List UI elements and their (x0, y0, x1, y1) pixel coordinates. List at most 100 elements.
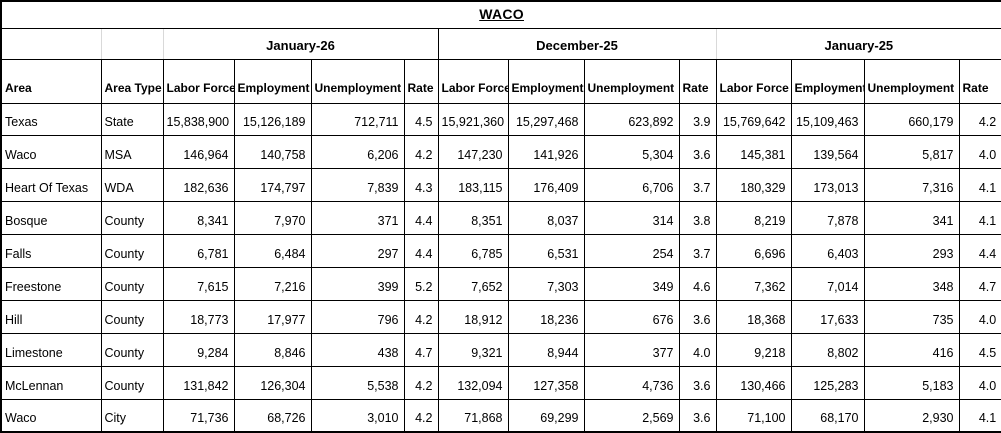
cell-rate: 3.6 (678, 135, 717, 170)
cell-rate: 3.8 (678, 201, 717, 236)
cell-rate: 4.7 (403, 332, 439, 367)
cell-employment: 126,304 (233, 365, 312, 400)
cell-labor-force: 7,615 (162, 266, 235, 301)
cell-rate: 4.0 (958, 135, 1001, 170)
table-row: Bosque County 8,341 7,970 371 4.4 8,351 8,037 31… (0, 201, 1001, 236)
cell-rate: 3.6 (678, 398, 717, 433)
table-title: WACO (479, 5, 524, 22)
cell-labor-force: 8,219 (715, 201, 792, 236)
cell-labor-force: 15,921,360 (437, 102, 509, 137)
month-header-row: January-26 December-25 January-25 (1, 27, 1001, 60)
month-header-january-25: January-25 (715, 27, 1001, 60)
cell-rate: 4.2 (403, 365, 439, 400)
cell-rate: 4.5 (403, 102, 439, 137)
cell-employment: 69,299 (507, 398, 585, 433)
cell-unemployment: 5,183 (863, 365, 960, 400)
cell-rate: 4.5 (958, 332, 1001, 367)
cell-unemployment: 293 (863, 234, 960, 268)
cell-employment: 18,236 (507, 299, 585, 334)
cell-unemployment: 2,930 (863, 398, 960, 433)
cell-area-type: State (100, 102, 164, 137)
cell-labor-force: 9,284 (162, 332, 235, 367)
cell-area-type: County (100, 365, 164, 400)
cell-area: Waco (0, 398, 102, 433)
table-row: Waco MSA 146,964 140,758 6,206 4.2 147,230 141,… (0, 135, 1001, 170)
cell-labor-force: 182,636 (162, 168, 235, 203)
col-header-area-type: Area Type (100, 58, 164, 104)
cell-area: Waco (0, 135, 102, 170)
cell-employment: 7,970 (233, 201, 312, 236)
cell-labor-force: 6,785 (437, 234, 509, 268)
cell-unemployment: 5,304 (583, 135, 680, 170)
table-row: Texas State 15,838,900 15,126,189 712,711 4.5… (0, 102, 1001, 137)
cell-rate: 4.2 (958, 102, 1001, 137)
cell-employment: 174,797 (233, 168, 312, 203)
col-header-employment: Employment (233, 58, 312, 104)
cell-labor-force: 15,769,642 (715, 102, 792, 137)
cell-labor-force: 7,652 (437, 266, 509, 301)
cell-rate: 4.7 (958, 266, 1001, 301)
cell-labor-force: 130,466 (715, 365, 792, 400)
cell-employment: 176,409 (507, 168, 585, 203)
col-header-area: Area (0, 58, 102, 104)
cell-area-type: WDA (100, 168, 164, 203)
cell-labor-force: 131,842 (162, 365, 235, 400)
cell-area: Freestone (0, 266, 102, 301)
cell-employment: 15,126,189 (233, 102, 312, 137)
table-body: Texas State 15,838,900 15,126,189 712,711 4.5… (0, 102, 1001, 433)
cell-unemployment: 712,711 (310, 102, 405, 137)
table-row: Heart Of Texas WDA 182,636 174,797 7,839 4.3 1… (0, 168, 1001, 203)
cell-area: Falls (0, 234, 102, 268)
cell-employment: 8,037 (507, 201, 585, 236)
cell-labor-force: 145,381 (715, 135, 792, 170)
cell-employment: 15,109,463 (790, 102, 865, 137)
cell-rate: 4.2 (403, 299, 439, 334)
cell-unemployment: 6,206 (310, 135, 405, 170)
cell-employment: 15,297,468 (507, 102, 585, 137)
cell-area-type: MSA (100, 135, 164, 170)
cell-employment: 8,944 (507, 332, 585, 367)
cell-unemployment: 735 (863, 299, 960, 334)
cell-labor-force: 8,341 (162, 201, 235, 236)
cell-employment: 8,802 (790, 332, 865, 367)
cell-employment: 7,014 (790, 266, 865, 301)
cell-labor-force: 6,781 (162, 234, 235, 268)
cell-employment: 140,758 (233, 135, 312, 170)
col-header-unemployment: Unemployment (863, 58, 960, 104)
column-header-row: Area Area Type Labor Force Employment Unem… (0, 58, 1001, 104)
cell-rate: 4.1 (958, 168, 1001, 203)
cell-rate: 4.2 (403, 398, 439, 433)
cell-rate: 4.1 (958, 201, 1001, 236)
cell-unemployment: 623,892 (583, 102, 680, 137)
cell-labor-force: 71,100 (715, 398, 792, 433)
cell-employment: 17,977 (233, 299, 312, 334)
cell-labor-force: 132,094 (437, 365, 509, 400)
cell-area: Hill (0, 299, 102, 334)
cell-employment: 7,303 (507, 266, 585, 301)
cell-labor-force: 9,321 (437, 332, 509, 367)
cell-employment: 141,926 (507, 135, 585, 170)
cell-area-type: County (100, 201, 164, 236)
cell-unemployment: 660,179 (863, 102, 960, 137)
cell-employment: 6,484 (233, 234, 312, 268)
month-row-spacer-area (1, 27, 102, 60)
cell-unemployment: 7,839 (310, 168, 405, 203)
cell-employment: 6,403 (790, 234, 865, 268)
col-header-unemployment: Unemployment (583, 58, 680, 104)
cell-employment: 7,216 (233, 266, 312, 301)
table-row: Hill County 18,773 17,977 796 4.2 18,912 18,236… (0, 299, 1001, 334)
cell-rate: 3.6 (678, 365, 717, 400)
cell-area: Heart Of Texas (0, 168, 102, 203)
cell-labor-force: 7,362 (715, 266, 792, 301)
cell-unemployment: 341 (863, 201, 960, 236)
cell-rate: 4.4 (403, 234, 439, 268)
cell-unemployment: 371 (310, 201, 405, 236)
cell-unemployment: 297 (310, 234, 405, 268)
cell-unemployment: 676 (583, 299, 680, 334)
cell-unemployment: 6,706 (583, 168, 680, 203)
cell-employment: 17,633 (790, 299, 865, 334)
col-header-rate: Rate (958, 58, 1001, 104)
cell-labor-force: 180,329 (715, 168, 792, 203)
cell-unemployment: 254 (583, 234, 680, 268)
